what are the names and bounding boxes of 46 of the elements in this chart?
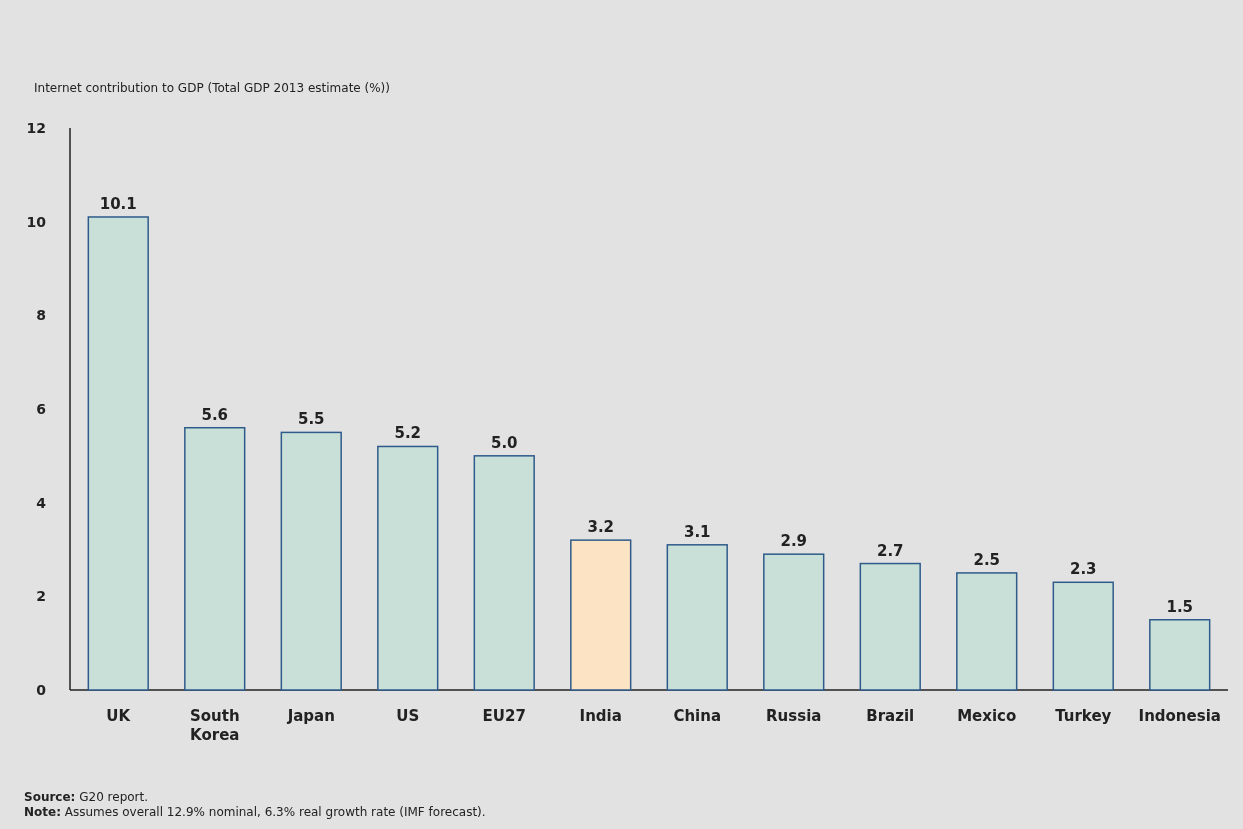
x-tick-label: South Korea [189, 707, 240, 744]
y-tick-label: 12 [26, 119, 46, 136]
data-label: 1.5 [1166, 597, 1194, 616]
data-label: 5.5 [297, 410, 325, 429]
x-tick-label: China [673, 707, 722, 725]
x-tick-label: Japan [286, 707, 335, 725]
data-label: 2.9 [780, 532, 808, 551]
y-axis-title: Internet contribution to GDP (Total GDP 2013 estimate (%)) [34, 81, 390, 95]
source-note: Source: G20 report. [24, 790, 149, 804]
data-label: 2.7 [876, 541, 904, 560]
bar [1149, 619, 1211, 691]
data-label: 2.3 [1069, 560, 1097, 579]
bar [859, 562, 921, 691]
data-label: 5.6 [201, 405, 229, 424]
bar [956, 572, 1018, 691]
bar [184, 426, 246, 691]
bar [280, 431, 342, 691]
bar [87, 216, 149, 691]
y-tick-label: 8 [36, 307, 46, 324]
x-tick-label: UK [106, 707, 132, 725]
x-tick-label: US [396, 707, 420, 725]
y-tick-label: 0 [36, 681, 47, 698]
data-label: 10.1 [99, 194, 137, 213]
x-tick-label: India [579, 707, 622, 725]
data-label: 3.2 [587, 518, 615, 537]
y-tick-label: 4 [36, 494, 47, 511]
x-tick-label: Indonesia [1138, 707, 1221, 725]
bar [666, 544, 728, 691]
y-tick-label: 6 [36, 400, 46, 417]
data-label: 5.0 [490, 433, 518, 452]
x-tick-label: Russia [766, 707, 822, 725]
bar [763, 553, 825, 691]
y-tick-label: 10 [26, 213, 47, 230]
x-tick-label: Brazil [866, 707, 915, 725]
bar [473, 455, 535, 691]
data-label: 5.2 [394, 424, 422, 443]
y-tick-label: 2 [36, 588, 46, 605]
data-label: 3.1 [683, 522, 711, 541]
x-tick-label: EU27 [482, 707, 526, 725]
x-tick-label: Turkey [1055, 707, 1112, 725]
data-label: 2.5 [973, 550, 1001, 569]
bar [570, 539, 632, 691]
x-tick-label: Mexico [957, 707, 1017, 725]
text: Note: Assumes overall 12.9% nominal, 6.3% real growth rate (IMF forecast). [24, 805, 486, 819]
bar [377, 445, 439, 691]
bar [1052, 581, 1114, 691]
